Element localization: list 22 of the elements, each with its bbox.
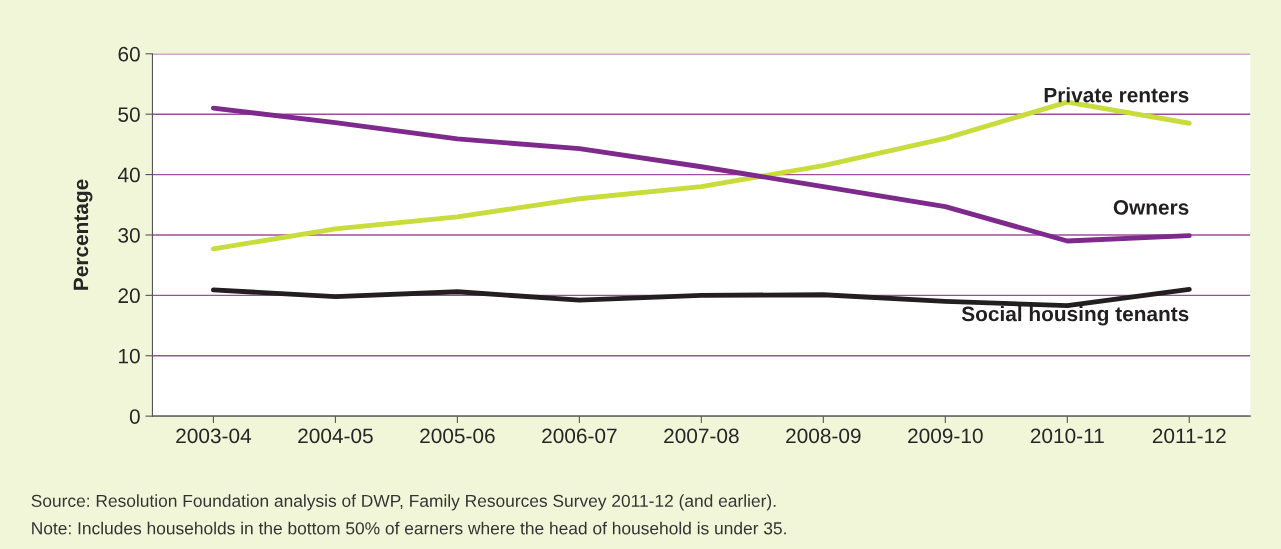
series-label: Social housing tenants	[961, 305, 1189, 326]
series-label: Private renters	[1044, 87, 1189, 103]
x-tick-label: 2009-10	[908, 428, 983, 444]
y-tick-label: 60	[118, 46, 140, 62]
y-tick-label: 40	[117, 167, 140, 183]
series-label: Owners	[1113, 200, 1189, 215]
x-tick-label: 2010-11	[1030, 428, 1104, 444]
y-tick-label: 0	[129, 409, 140, 424]
x-tick-label: 2007-08	[664, 428, 739, 444]
y-tick-label: 10	[119, 348, 140, 364]
y-tick-label: 20	[118, 288, 140, 304]
x-tick-label: 2005-06	[420, 428, 495, 444]
x-tick-label: 2011-12	[1152, 428, 1226, 444]
x-tick-label: 2008-09	[786, 428, 861, 444]
y-tick-label: 30	[118, 227, 140, 243]
y-axis-title: Percentage	[73, 179, 93, 290]
x-tick-label: 2004-05	[298, 428, 373, 444]
source-note: Source: Resolution Foundation analysis of DWP, Family Resources Survey 2011-12 (and earlier).	[31, 494, 776, 511]
y-tick-label: 50	[118, 107, 140, 122]
text: Note: Includes households in the bottom 50% of earners where the head of household is under 35.	[32, 521, 786, 535]
x-tick-label: 2006-07	[542, 428, 617, 444]
x-tick-label: 2003-04	[176, 428, 252, 444]
